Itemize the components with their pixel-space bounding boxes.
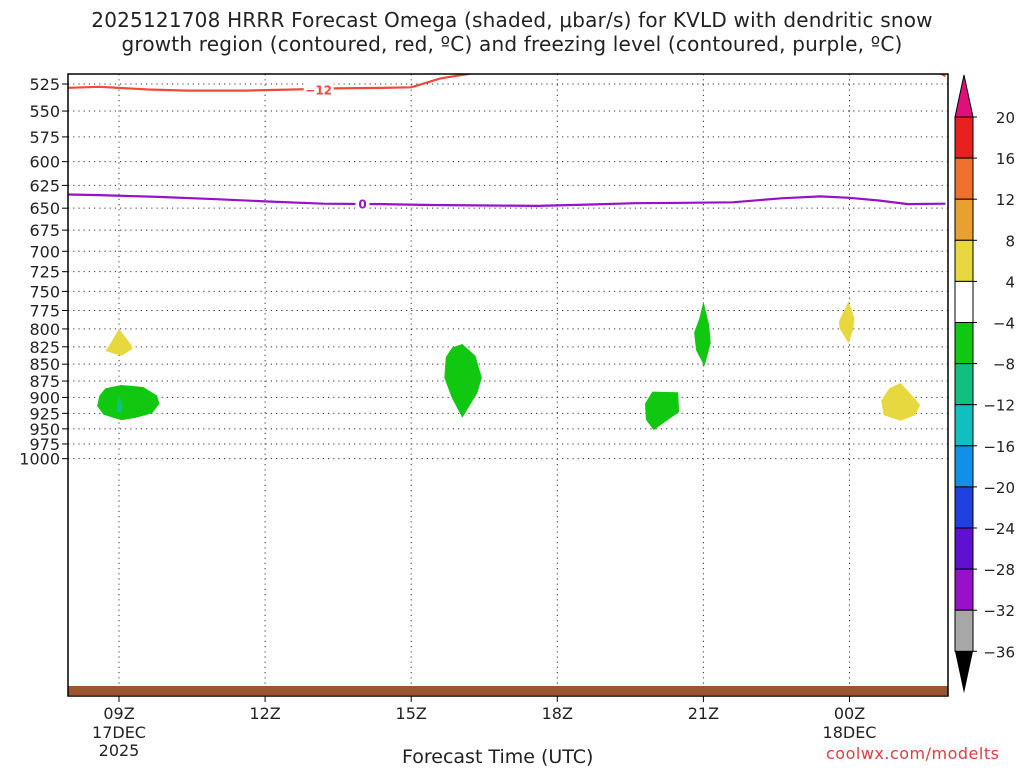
y-tick-label-525: 525 [29, 75, 60, 94]
x-year-09Z: 2025 [99, 741, 140, 760]
shade-yellow-09z-825 [105, 328, 133, 356]
colorbar-swatch-2 [954, 198, 974, 241]
y-axis: 5255505756006256506757007257507758008258… [19, 75, 68, 469]
contour-dendritic-12C [68, 74, 946, 92]
shade-green-21z-810 [694, 301, 711, 367]
terrain-ground [68, 686, 948, 695]
y-tick-label-700: 700 [29, 242, 60, 261]
shade-teal-09z-910 [116, 395, 123, 413]
colorbar-swatch-6 [954, 363, 974, 406]
shade-yellow-01z-915 [881, 383, 921, 421]
x-tick-label-18Z: 18Z [542, 704, 573, 723]
x-date-00Z: 18DEC [823, 723, 877, 742]
colorbar-label-11: −28 [983, 561, 1015, 579]
colorbar-label-6: −8 [993, 356, 1015, 374]
colorbar-label-4: 4 [1005, 273, 1015, 291]
shade-yellow-00z-795 [838, 301, 855, 344]
colorbar-label-10: −24 [983, 520, 1015, 538]
y-tick-label-575: 575 [29, 128, 60, 147]
x-tick-label-09Z: 09Z [103, 704, 134, 723]
contour-freezing-level-0C [68, 193, 946, 208]
y-tick-label-950: 950 [29, 420, 60, 439]
x-tick-label-21Z: 21Z [688, 704, 719, 723]
colorbar-label-7: −12 [983, 397, 1015, 415]
y-tick-label-550: 550 [29, 102, 60, 121]
shade-green-09z-910 [97, 385, 160, 421]
y-tick-label-825: 825 [29, 338, 60, 357]
y-tick-label-750: 750 [29, 282, 60, 301]
contour-label-dendritic-12C: −12 [305, 84, 332, 98]
colorbar-label-2: 12 [996, 191, 1015, 209]
y-tick-label-675: 675 [29, 221, 60, 240]
contour-label-freezing-level-0C: 0 [358, 198, 366, 212]
colorbar-label-13: −36 [983, 643, 1015, 661]
colorbar-swatch-8 [954, 445, 974, 488]
colorbar-label-9: −20 [983, 479, 1015, 497]
y-tick-label-625: 625 [29, 176, 60, 195]
title-line-2: growth region (contoured, red, ºC) and f… [121, 32, 903, 56]
chart-title: 2025121708 HRRR Forecast Omega (shaded, … [0, 8, 1024, 56]
plot-background [68, 74, 948, 696]
colorbar-label-5: −4 [993, 315, 1015, 333]
contour-label-bg-freezing-level-0C [355, 195, 370, 211]
colorbar-label-12: −32 [983, 602, 1015, 620]
colorbar-swatch-1 [954, 157, 974, 200]
colorbar-label-0: 20 [996, 109, 1015, 127]
colorbar-swatch-5 [954, 322, 974, 365]
y-tick-label-800: 800 [29, 320, 60, 339]
y-tick-label-650: 650 [29, 199, 60, 218]
credit-link[interactable]: coolwx.com/modelts [826, 744, 1000, 763]
colorbar-swatch-11 [954, 568, 974, 611]
x-tick-label-15Z: 15Z [396, 704, 427, 723]
colorbar-top-arrow [954, 74, 974, 118]
colorbar-swatch-10 [954, 527, 974, 570]
colorbar: 20 16 12 8 4 −4 −8 −12 −16 −20 −24 −28 −32 −36 [954, 74, 1015, 694]
contour-label-bg-dendritic-12C [303, 81, 334, 97]
shade-green-20z-920 [645, 391, 680, 431]
colorbar-swatch-7 [954, 404, 974, 447]
y-tick-label-1000: 1000 [19, 450, 60, 469]
colorbar-swatch-9 [954, 486, 974, 529]
title-line-1: 2025121708 HRRR Forecast Omega (shaded, … [91, 8, 933, 32]
colorbar-swatch-3 [954, 239, 974, 282]
x-date-09Z: 17DEC [92, 723, 146, 742]
omega-shading [97, 301, 921, 431]
y-tick-label-775: 775 [29, 301, 60, 320]
x-tick-label-12Z: 12Z [249, 704, 280, 723]
colorbar-swatch-4 [954, 280, 974, 323]
colorbar-label-8: −16 [983, 438, 1015, 456]
gridlines [68, 74, 948, 696]
y-tick-label-925: 925 [29, 404, 60, 423]
colorbar-label-1: 16 [996, 150, 1015, 168]
y-tick-label-975: 975 [29, 435, 60, 454]
y-tick-label-875: 875 [29, 372, 60, 391]
colorbar-swatch-0 [954, 116, 974, 159]
colorbar-label-3: 8 [1005, 232, 1015, 250]
y-tick-label-850: 850 [29, 355, 60, 374]
x-tick-label-00Z: 00Z [834, 704, 865, 723]
temperature-contours: −12 0 [68, 74, 946, 212]
colorbar-bottom-arrow [955, 651, 973, 694]
y-tick-label-725: 725 [29, 263, 60, 282]
x-axis-title: Forecast Time (UTC) [402, 746, 594, 768]
shade-green-16z-870 [444, 344, 482, 418]
y-tick-label-600: 600 [29, 153, 60, 172]
plot-frame [67, 73, 949, 697]
colorbar-swatch-12 [954, 609, 974, 652]
y-tick-label-900: 900 [29, 388, 60, 407]
